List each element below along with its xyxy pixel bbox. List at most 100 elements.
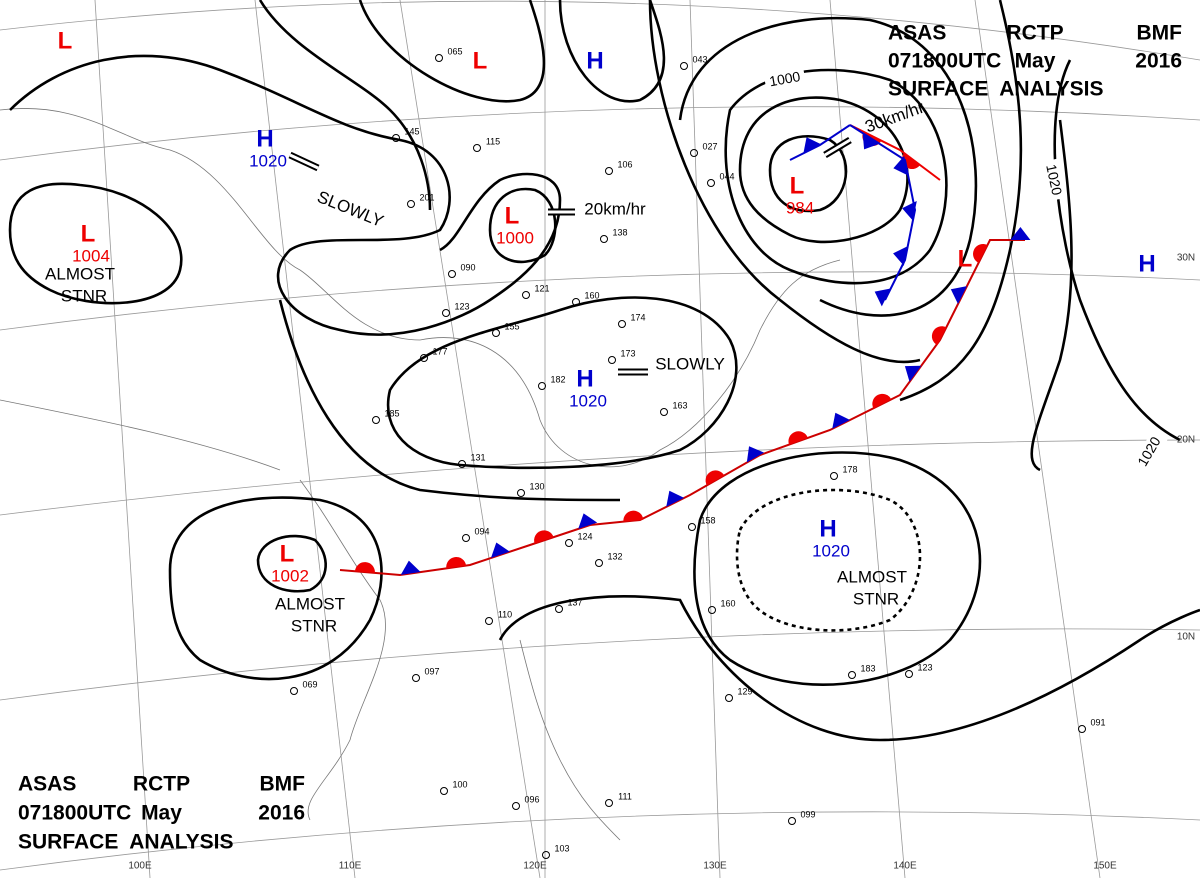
station-marker [522, 291, 530, 299]
station-marker [565, 539, 573, 547]
station-marker [555, 605, 563, 613]
station-label: 131 [470, 452, 485, 462]
station-label: 115 [486, 136, 500, 146]
motion-text: ALMOST [837, 567, 907, 586]
station-label: 069 [302, 679, 317, 689]
station-marker [290, 687, 298, 695]
station-label: 123 [454, 301, 469, 311]
motion-text: STNR [853, 589, 899, 608]
station-label: 201 [419, 192, 434, 202]
station-marker [848, 671, 856, 679]
cold-front-mark [874, 288, 891, 307]
station-label: 106 [617, 159, 632, 169]
station-marker [462, 534, 470, 542]
header-text: RCTP [133, 773, 190, 796]
isobar-label-bg [763, 67, 807, 93]
pressure-symbol: H [586, 47, 603, 74]
cold-front-mark [666, 490, 685, 507]
station-marker [680, 62, 688, 70]
warm-front-mark [931, 326, 947, 346]
pressure-value: 1000 [496, 228, 534, 247]
header-text: BMF [1137, 22, 1183, 45]
header-text: SURFACE ANALYSIS [18, 831, 234, 854]
cold-front-mark [578, 513, 598, 529]
station-marker [517, 489, 525, 497]
station-label: 044 [719, 171, 734, 181]
header-text: ASAS [18, 773, 76, 796]
pressure-value: 1002 [271, 566, 309, 585]
warm-front-mark [872, 393, 892, 409]
station-marker [512, 802, 520, 810]
pressure-symbol: H [819, 515, 836, 542]
pressure-symbol: L [958, 245, 973, 272]
movement-arrow [289, 153, 319, 170]
station-label: 145 [404, 126, 419, 136]
station-label: 043 [692, 54, 707, 64]
cold-front-mark [832, 412, 851, 429]
station-marker [442, 309, 450, 317]
cold-front-mark [400, 560, 421, 575]
station-marker [708, 606, 716, 614]
cold-front-mark [803, 137, 822, 154]
station-label: 121 [534, 283, 549, 293]
warm-front-mark [534, 530, 554, 544]
header-text: 071800UTC [888, 50, 1001, 73]
cold-front-mark [893, 155, 909, 176]
station-label: 110 [498, 609, 512, 619]
pressure-symbol: H [256, 125, 273, 152]
isobar-label: 1000 [768, 68, 802, 89]
header-text: May [141, 802, 182, 825]
station-marker [542, 851, 550, 859]
header-text: 2016 [1135, 50, 1182, 73]
isobar-label-bg [1040, 158, 1066, 202]
header-text: RCTP [1006, 22, 1063, 45]
station-marker [830, 472, 838, 480]
motion-text: ALMOST [275, 594, 345, 613]
station-label: 177 [432, 346, 447, 356]
station-marker [473, 144, 481, 152]
station-marker [440, 787, 448, 795]
station-label: 174 [630, 312, 645, 322]
pressure-symbol: L [790, 172, 805, 199]
motion-text: STNR [291, 616, 337, 635]
grid-label: 30N [1177, 253, 1195, 264]
station-label: 099 [800, 809, 815, 819]
pressure-symbol: L [505, 202, 520, 229]
station-label: 100 [452, 779, 467, 789]
station-label: 090 [460, 262, 475, 272]
warm-front-mark [973, 243, 988, 263]
station-marker [788, 817, 796, 825]
station-marker [420, 354, 428, 362]
grid-label: 130E [703, 861, 727, 872]
station-marker [905, 670, 913, 678]
front-line [789, 124, 851, 161]
station-label: 091 [1090, 717, 1105, 727]
pressure-symbol: L [58, 27, 73, 54]
warm-front-mark [788, 431, 808, 445]
grid-label: 120E [523, 861, 547, 872]
cold-front-mark [490, 542, 510, 559]
station-marker [407, 200, 415, 208]
grid-label: 110E [339, 861, 362, 872]
station-marker [725, 694, 733, 702]
station-label: 124 [577, 531, 592, 541]
warm-front-mark [354, 562, 375, 573]
station-label: 132 [607, 551, 622, 561]
movement-label: SLOWLY [655, 354, 725, 373]
station-marker [458, 460, 466, 468]
station-label: 182 [550, 374, 565, 384]
station-label: 130 [529, 481, 544, 491]
labels: ASAS RCTP BMF 071800UTC May 2016 SURFACE ANALY… [18, 22, 1195, 872]
station-label: 111 [618, 791, 632, 801]
station-label: 097 [424, 666, 439, 676]
station-marker [690, 149, 698, 157]
station-label: 160 [720, 598, 735, 608]
grid-label: 140E [893, 861, 917, 872]
pressure-value: 1004 [72, 246, 110, 265]
grid-label: 20N [1177, 435, 1195, 446]
station-label: 103 [554, 843, 569, 853]
station-label: 137 [567, 597, 582, 607]
coastlines [0, 108, 841, 841]
